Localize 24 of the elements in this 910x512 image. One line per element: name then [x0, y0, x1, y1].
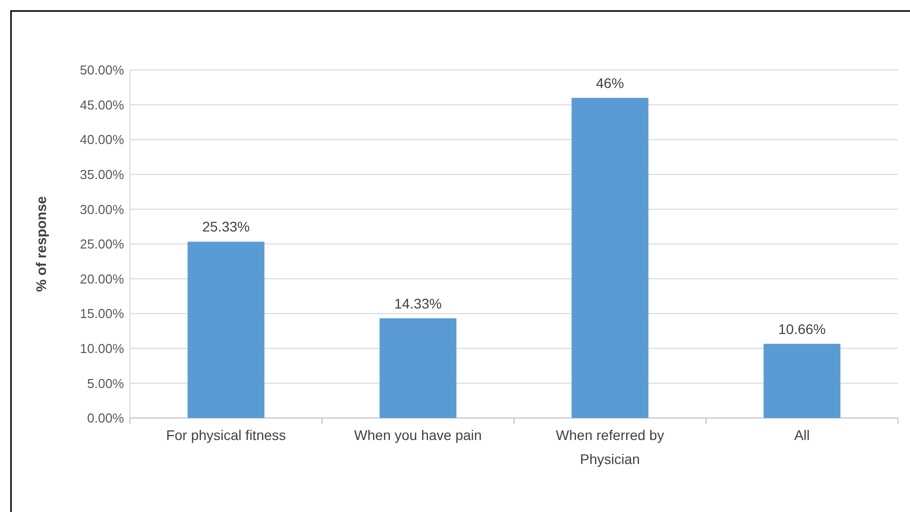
data-label: 46%: [596, 74, 624, 91]
y-tick-label: 40.00%: [80, 132, 124, 148]
y-tick-label: 5.00%: [87, 376, 124, 391]
y-tick-label: 25.00%: [80, 236, 124, 252]
y-tick-label: 15.00%: [80, 306, 124, 322]
x-tick-label: When referred by Physician: [556, 427, 664, 467]
data-label: 10.66%: [778, 320, 826, 337]
y-tick-label: 35.00%: [80, 166, 124, 182]
y-tick-label: 30.00%: [80, 202, 124, 217]
y-tick-label: 20.00%: [80, 271, 124, 286]
y-axis-title: % of response: [33, 196, 49, 292]
y-tick-label: 0.00%: [87, 410, 124, 426]
bar: [380, 318, 456, 418]
y-tick-label: 10.00%: [80, 340, 124, 356]
x-tick-label: All: [794, 427, 810, 443]
bar: [572, 98, 648, 418]
y-tick-label: 50.00%: [80, 62, 124, 78]
bar: [764, 344, 840, 418]
data-label: 25.33%: [202, 218, 250, 235]
bar: [188, 242, 264, 418]
y-tick-label: 45.00%: [80, 97, 124, 112]
x-tick-label: When you have pain: [354, 427, 482, 443]
x-tick-label: For physical fitness: [166, 427, 286, 443]
data-label: 14.33%: [394, 295, 442, 312]
